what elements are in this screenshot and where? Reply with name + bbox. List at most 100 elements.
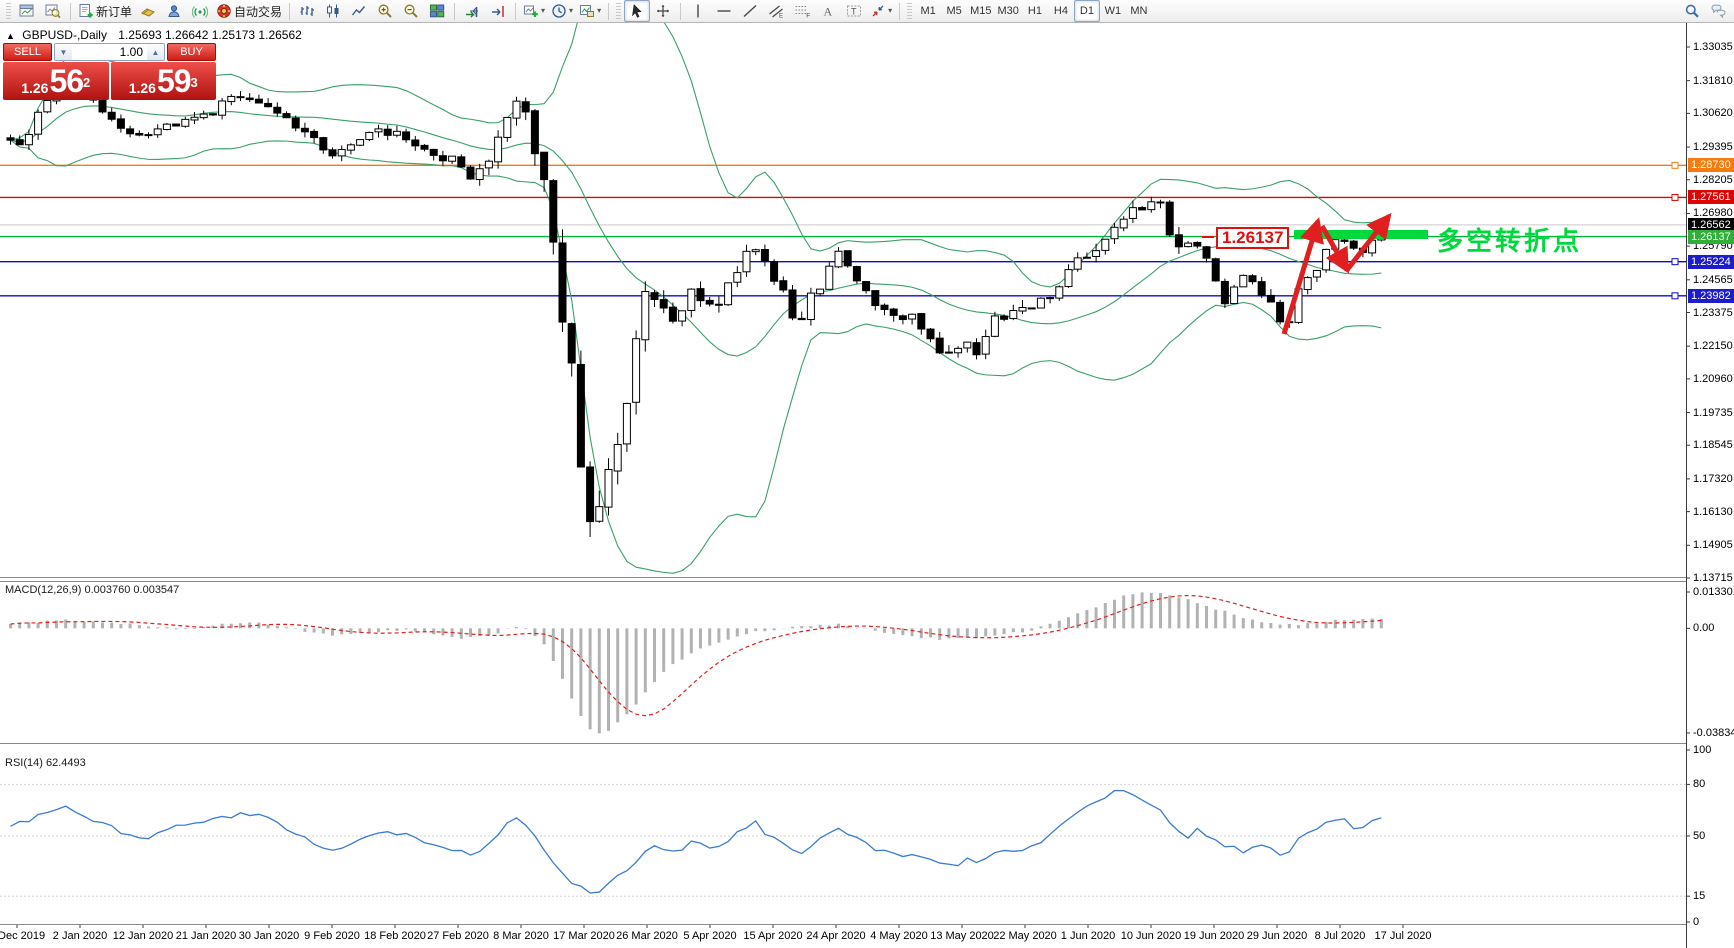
rsi-axis-label: 0 [1693,916,1700,928]
indicators-icon[interactable]: ▾ [520,0,548,22]
zoom-out-icon[interactable] [398,0,424,22]
zoom-in-icon[interactable] [372,0,398,22]
toolbar-separator [608,2,610,20]
timeframe-button-tf-m15[interactable]: M15 [967,0,994,22]
equidistant-channel-icon[interactable]: E [763,0,789,22]
periods-dropdown-arrow-icon[interactable]: ▾ [569,6,574,15]
auto-scroll-icon[interactable] [459,0,485,22]
timeframe-button-tf-mn[interactable]: MN [1126,0,1152,22]
templates-icon [579,3,595,19]
volume-input[interactable] [72,44,147,60]
date-axis-label: 15 Apr 2020 [743,930,803,942]
date-axis-label: 1 Jun 2020 [1060,930,1116,942]
fibonacci-icon[interactable]: F [789,0,815,22]
cursor-icon[interactable] [624,0,651,22]
toolbar-separator [515,2,517,20]
horizontal-line-icon[interactable] [711,0,737,22]
new-order-button[interactable]: 新订单 [75,0,135,22]
autotrading-button[interactable]: 自动交易 [213,0,285,22]
toolbar-grip[interactable] [907,3,913,19]
zoom-out-icon [403,3,419,19]
toolbar-grip[interactable] [616,3,622,19]
timeframe-button-tf-w1[interactable]: W1 [1100,0,1126,22]
text-label-icon[interactable]: T [841,0,867,22]
pane-separator[interactable] [0,743,1686,744]
buy-price-button[interactable]: 1.26 59 3 [110,62,216,100]
tile-windows-icon[interactable] [424,0,450,22]
volume-increase-button[interactable]: ▲ [147,44,164,60]
toolbar-grip[interactable] [6,3,11,19]
timeframe-button-tf-h1[interactable]: H1 [1022,0,1048,22]
price-axis-label: 1.19735 [1693,406,1733,419]
trend-arrow-object[interactable] [1345,212,1392,272]
line-chart-icon[interactable] [346,0,372,22]
date-axis-label: 17 Mar 2020 [553,930,615,942]
bollinger-middle-band [10,105,1382,357]
timeframe-button-tf-d1[interactable]: D1 [1073,0,1100,22]
periods-icon[interactable]: ▾ [548,0,576,22]
trendline-icon[interactable] [737,0,763,22]
chat-icon[interactable] [1705,0,1731,22]
trend-arrow-object[interactable] [1281,217,1324,335]
text-icon[interactable]: A [815,0,841,22]
price-axis-label: 1.20960 [1693,372,1733,385]
annotation-note-text[interactable]: 多空转折点 [1437,227,1583,257]
signals-icon[interactable] [187,0,213,22]
date-axis-label: 29 Jun 2020 [1246,930,1308,942]
toolbar-separator [454,2,456,20]
sell-price-prefix: 1.26 [21,80,49,96]
sell-button[interactable]: SELL [3,43,52,61]
macd-axis-label: -0.038343 [1693,727,1734,739]
timeframe-button-tf-m30[interactable]: M30 [995,0,1022,22]
sell-price-button[interactable]: 1.26 56 2 [3,62,109,100]
community-icon[interactable] [161,0,187,22]
price-level-badge: 1.23982 [1688,288,1734,303]
line-handle[interactable] [1671,193,1679,201]
templates-icon[interactable]: ▾ [576,0,604,22]
profiles-icon[interactable] [40,0,66,22]
search-icon[interactable] [1679,0,1705,22]
arrows-icon[interactable]: ▾ [867,0,895,22]
pane-separator[interactable] [0,577,1686,578]
crosshair-icon[interactable] [650,0,676,22]
market-watch-icon[interactable] [135,0,161,22]
volume-decrease-button[interactable]: ▼ [55,44,72,60]
vertical-line-icon[interactable] [685,0,711,22]
pane-separator[interactable] [0,581,1686,582]
trend-highlight-band[interactable] [1294,230,1428,239]
equidistant-channel-icon: E [768,3,784,19]
rsi-line [10,789,1382,894]
zoom-in-icon [377,3,393,19]
auto-scroll-icon [464,3,480,19]
chart-shift-icon[interactable] [485,0,511,22]
templates-dropdown-arrow-icon[interactable]: ▾ [597,6,602,15]
line-handle[interactable] [1671,292,1679,300]
arrows-dropdown-arrow-icon[interactable]: ▾ [888,6,893,15]
candlestick-chart-icon[interactable] [320,0,346,22]
macd-axis-label: 0.00 [1693,622,1715,635]
price-axis-label: 1.26980 [1693,207,1733,220]
tf-mn-label: MN [1130,5,1148,17]
date-axis-label: 22 May 2020 [993,930,1057,942]
timeframe-button-tf-m5[interactable]: M5 [941,0,967,22]
price-level-badge: 1.28730 [1688,158,1734,173]
new-chart-icon[interactable] [14,0,40,22]
trend-arrow-object[interactable] [1319,224,1350,274]
collapse-one-click-icon[interactable]: ▲ [6,31,15,41]
bar-chart-icon[interactable] [294,0,320,22]
timeframe-button-tf-h4[interactable]: H4 [1048,0,1074,22]
timeframe-button-tf-m1[interactable]: M1 [915,0,941,22]
price-axis-label: 1.23375 [1693,306,1733,319]
line-handle[interactable] [1671,258,1679,266]
buy-price-big: 59 [156,63,192,99]
rsi-axis-label: 100 [1693,744,1712,756]
tf-d1-label: D1 [1079,5,1094,17]
new-order-icon [78,3,94,19]
price-level-badge: 1.25224 [1688,254,1734,269]
indicators-dropdown-arrow-icon[interactable]: ▾ [541,6,546,15]
line-handle[interactable] [1671,161,1679,169]
price-tag-label[interactable]: 1.26137 [1216,227,1290,249]
vertical-line-icon [690,3,706,19]
buy-button[interactable]: BUY [167,43,216,61]
